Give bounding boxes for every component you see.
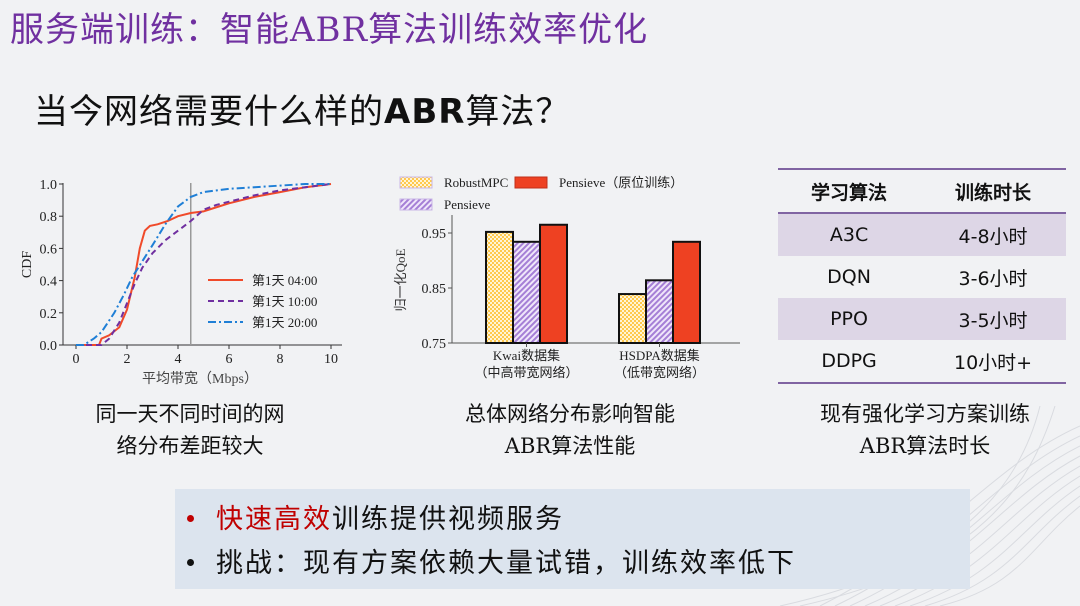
y-tick-label: 0.0	[40, 339, 58, 354]
x-tick-label: 10	[324, 352, 338, 367]
legend-swatch-icon	[399, 176, 433, 189]
algo-name: PPO	[778, 298, 921, 340]
legend-label: 第1天 04:00	[252, 273, 317, 288]
algo-name: DDPG	[778, 340, 921, 384]
bullet-highlight: 快速高效	[216, 504, 332, 535]
cdf-series-line	[76, 183, 332, 346]
training-time-table: 学习算法 训练时长 A3C 4-8小时 DQN 3-6小时 PPO 3-5小时 …	[778, 168, 1066, 384]
table-row: A3C 4-8小时	[778, 213, 1066, 256]
qoe-bar-chart: 0.75 0.85 0.95 归一化QoE RobustMPC Pensieve Pensi…	[393, 175, 740, 380]
x-tick-label: 6	[226, 352, 233, 367]
caption-right: 现有强化学习方案训练 ABR算法时长	[770, 398, 1080, 462]
y-tick-label: 0.95	[422, 227, 447, 242]
algo-time: 10小时+	[920, 340, 1066, 384]
y-tick-label: 1.0	[40, 178, 58, 193]
legend-swatch-icon	[399, 198, 433, 211]
y-tick-label: 0.6	[40, 242, 58, 257]
caption-middle: 总体网络分布影响智能 ABR算法性能	[410, 398, 730, 462]
category-label: （低带宽网络）	[614, 365, 705, 380]
subtitle-pre: 当今网络需要什么样的	[34, 92, 384, 132]
y-tick-label: 0.8	[40, 210, 58, 225]
legend-label: 第1天 20:00	[252, 315, 317, 330]
slide-title: 服务端训练：智能ABR算法训练效率优化	[10, 10, 649, 50]
caption-left-line1: 同一天不同时间的网	[95, 402, 285, 426]
category-label: HSDPA数据集	[619, 348, 699, 363]
bullet-text: 挑战：现有方案依赖大量试错，训练效率低下	[216, 548, 796, 579]
table-row: PPO 3-5小时	[778, 298, 1066, 340]
x-tick-label: 0	[73, 352, 80, 367]
summary-box: 快速高效训练提供视频服务 挑战：现有方案依赖大量试错，训练效率低下	[175, 489, 970, 589]
legend-label: RobustMPC	[444, 175, 508, 190]
bullet-item-2: 挑战：现有方案依赖大量试错，训练效率低下	[187, 541, 796, 580]
bar	[672, 240, 701, 344]
bar	[645, 279, 674, 345]
bullet-item-1: 快速高效训练提供视频服务	[187, 497, 564, 536]
subtitle-abr: ABR	[384, 92, 466, 132]
caption-middle-line1: 总体网络分布影响智能	[465, 402, 675, 426]
table-header-row: 学习算法 训练时长	[778, 168, 1066, 214]
x-axis-label: 平均带宽（Mbps）	[142, 370, 258, 387]
caption-left: 同一天不同时间的网 络分布差距较大	[40, 398, 340, 462]
subtitle-post: 算法？	[465, 92, 571, 132]
algo-time: 4-8小时	[920, 213, 1066, 256]
slide-subtitle: 当今网络需要什么样的ABR算法？	[34, 84, 570, 133]
legend-swatch-icon	[514, 176, 548, 189]
cdf-series-line	[76, 183, 331, 346]
bar	[539, 223, 568, 344]
bullet-dot-icon	[187, 559, 194, 566]
category-label: （中高带宽网络）	[474, 365, 578, 380]
table-row: DQN 3-6小时	[778, 256, 1066, 298]
y-axis-label: CDF	[20, 251, 35, 278]
y-tick-label: 0.4	[40, 275, 58, 290]
bar	[512, 240, 541, 344]
legend-label: Pensieve	[444, 197, 490, 212]
y-tick-label: 0.85	[422, 282, 447, 297]
y-tick-label: 0.2	[40, 307, 58, 322]
header-training-time: 训练时长	[920, 168, 1066, 214]
caption-left-line2: 络分布差距较大	[116, 434, 264, 458]
bullet-text: 训练提供视频服务	[332, 504, 564, 535]
legend-label: 第1天 10:00	[252, 294, 317, 309]
x-tick-label: 4	[175, 352, 182, 367]
caption-right-line2: ABR算法时长	[859, 434, 991, 458]
algo-name: DQN	[827, 266, 871, 288]
table-row: DDPG 10小时+	[778, 340, 1066, 384]
algo-name: A3C	[778, 213, 921, 256]
bullet-dot-icon	[187, 515, 194, 522]
algo-time: 3-6小时	[958, 267, 1028, 290]
header-algorithm: 学习算法	[778, 168, 921, 214]
x-tick-label: 8	[277, 352, 284, 367]
legend-label: Pensieve（原位训练）	[559, 175, 683, 190]
bar	[485, 230, 514, 344]
x-tick-label: 2	[124, 352, 131, 367]
y-axis-label: 归一化QoE	[393, 249, 408, 312]
caption-right-line1: 现有强化学习方案训练	[820, 402, 1030, 426]
cdf-line-chart: 0.0 0.2 0.4 0.6 0.8 1.0 0 2 4 6 8 10 平均带宽（Mbps） CDF 第1…	[20, 178, 342, 387]
algo-time: 3-5小时	[920, 298, 1066, 340]
category-label: Kwai数据集	[493, 348, 560, 363]
caption-middle-line2: ABR算法性能	[504, 434, 636, 458]
bar	[618, 293, 647, 345]
y-tick-label: 0.75	[422, 337, 447, 352]
